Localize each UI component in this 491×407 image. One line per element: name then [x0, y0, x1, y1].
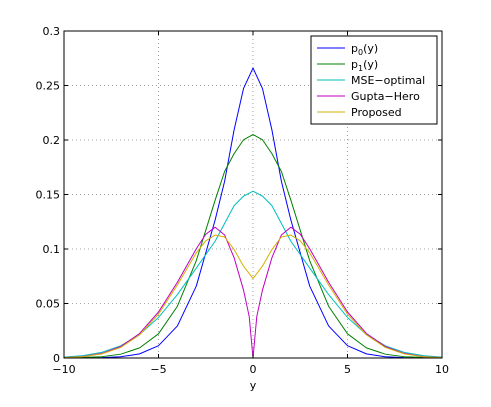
legend-label-tail: (y): [363, 58, 378, 71]
series-line-1: [63, 134, 443, 359]
y-tick-label: 0.15: [36, 189, 61, 202]
legend-label-subscript: 1: [358, 64, 363, 73]
grid: [64, 31, 442, 358]
series-line-4: [63, 234, 443, 359]
x-tick-label: −5: [150, 363, 166, 376]
y-tick-label: 0.3: [43, 25, 61, 38]
x-tick-label: −10: [52, 363, 75, 376]
legend-label: Gupta−Hero: [351, 90, 420, 103]
legend-label-main: Gupta−Hero: [351, 90, 420, 103]
legend-label: Proposed: [351, 106, 402, 119]
x-tick-label: 5: [344, 363, 351, 376]
x-tick-label: 10: [435, 363, 449, 376]
legend-label-main: MSE−optimal: [351, 74, 425, 87]
y-tick-label: 0.2: [43, 134, 61, 147]
legend-label-tail: (y): [363, 42, 378, 55]
series-line-0: [63, 67, 443, 359]
legend-label: p0(y): [351, 42, 378, 57]
series-lines: [63, 67, 443, 359]
y-tick-label: 0.25: [36, 80, 61, 93]
legend-label-main: Proposed: [351, 106, 402, 119]
y-tick-label: 0.1: [43, 243, 61, 256]
x-axis-label: y: [250, 379, 257, 392]
y-tick-label: 0.05: [36, 298, 61, 311]
legend-label-subscript: 0: [358, 48, 363, 57]
legend-label-main: p: [351, 42, 358, 55]
legend-label-main: p: [351, 58, 358, 71]
legend-label: p1(y): [351, 58, 378, 73]
y-tick-label: 0: [53, 352, 60, 365]
x-tick-label: 0: [250, 363, 257, 376]
legend-label: MSE−optimal: [351, 74, 425, 87]
